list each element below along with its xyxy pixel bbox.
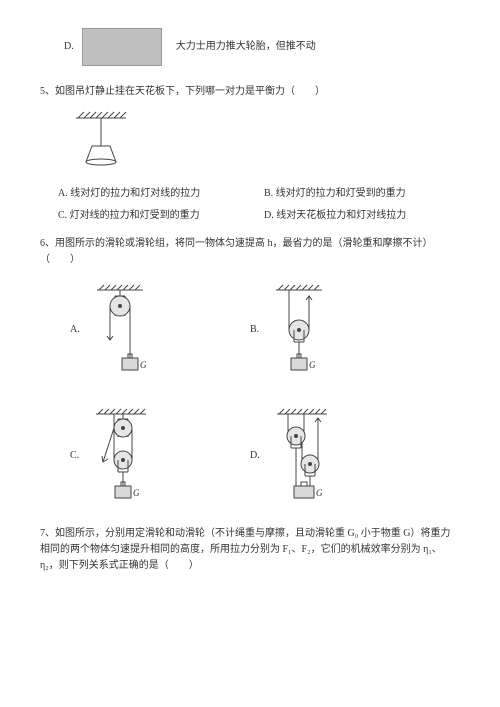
pulley-a-svg: G [90, 282, 150, 378]
weight-label-c: G [133, 488, 140, 498]
q6-stem: 6、用图所示的滑轮或滑轮组，将同一物体匀速提高 h，最省力的是（滑轮重和摩擦不计… [40, 236, 460, 268]
q6-option-d: D. [250, 406, 430, 506]
q6-option-a: A. G [70, 282, 250, 378]
q6-b-label: B. [250, 322, 259, 338]
pulley-d-svg: G [270, 406, 334, 506]
q6-d-label: D. [250, 448, 260, 464]
weight-label-b: G [309, 360, 316, 370]
pulley-c-svg: G [89, 406, 153, 506]
q5-choice-a: A. 线对灯的拉力和灯对线的拉力 [58, 186, 254, 202]
q5-choice-d: D. 线对天花板拉力和灯对线拉力 [264, 208, 460, 224]
q6-option-b: B. G [250, 282, 430, 378]
weight-label-a: G [140, 360, 147, 370]
q5-choices: A. 线对灯的拉力和灯对线的拉力 B. 线对灯的拉力和灯受到的重力 C. 灯对线… [58, 186, 460, 224]
q5-choice-b: B. 线对灯的拉力和灯受到的重力 [264, 186, 460, 202]
q5-stem: 5、如图吊灯静止挂在天花板下，下列哪一对力是平衡力（ ） [40, 84, 460, 100]
q7-stem: 7、如图所示，分别用定滑轮和动滑轮（不计绳重与摩擦，且动滑轮重 G₀ 小于物重 … [40, 526, 460, 574]
q4-d-label: D. [64, 39, 74, 55]
weight-label-d: G [316, 488, 323, 498]
q6-c-label: C. [70, 448, 79, 464]
lamp-svg [70, 110, 130, 176]
q6-a-label: A. [70, 322, 80, 338]
q4-option-d: D. 大力士用力推大轮胎，但推不动 [64, 28, 460, 66]
q6-figures: A. G [70, 282, 430, 506]
q6-option-c: C. [70, 406, 250, 506]
q4-d-text: 大力士用力推大轮胎，但推不动 [176, 39, 316, 55]
pulley-b-svg: G [269, 282, 329, 378]
q5-choice-c: C. 灯对线的拉力和灯受到的重力 [58, 208, 254, 224]
q4-d-image [82, 28, 162, 66]
q5-figure [70, 110, 460, 176]
